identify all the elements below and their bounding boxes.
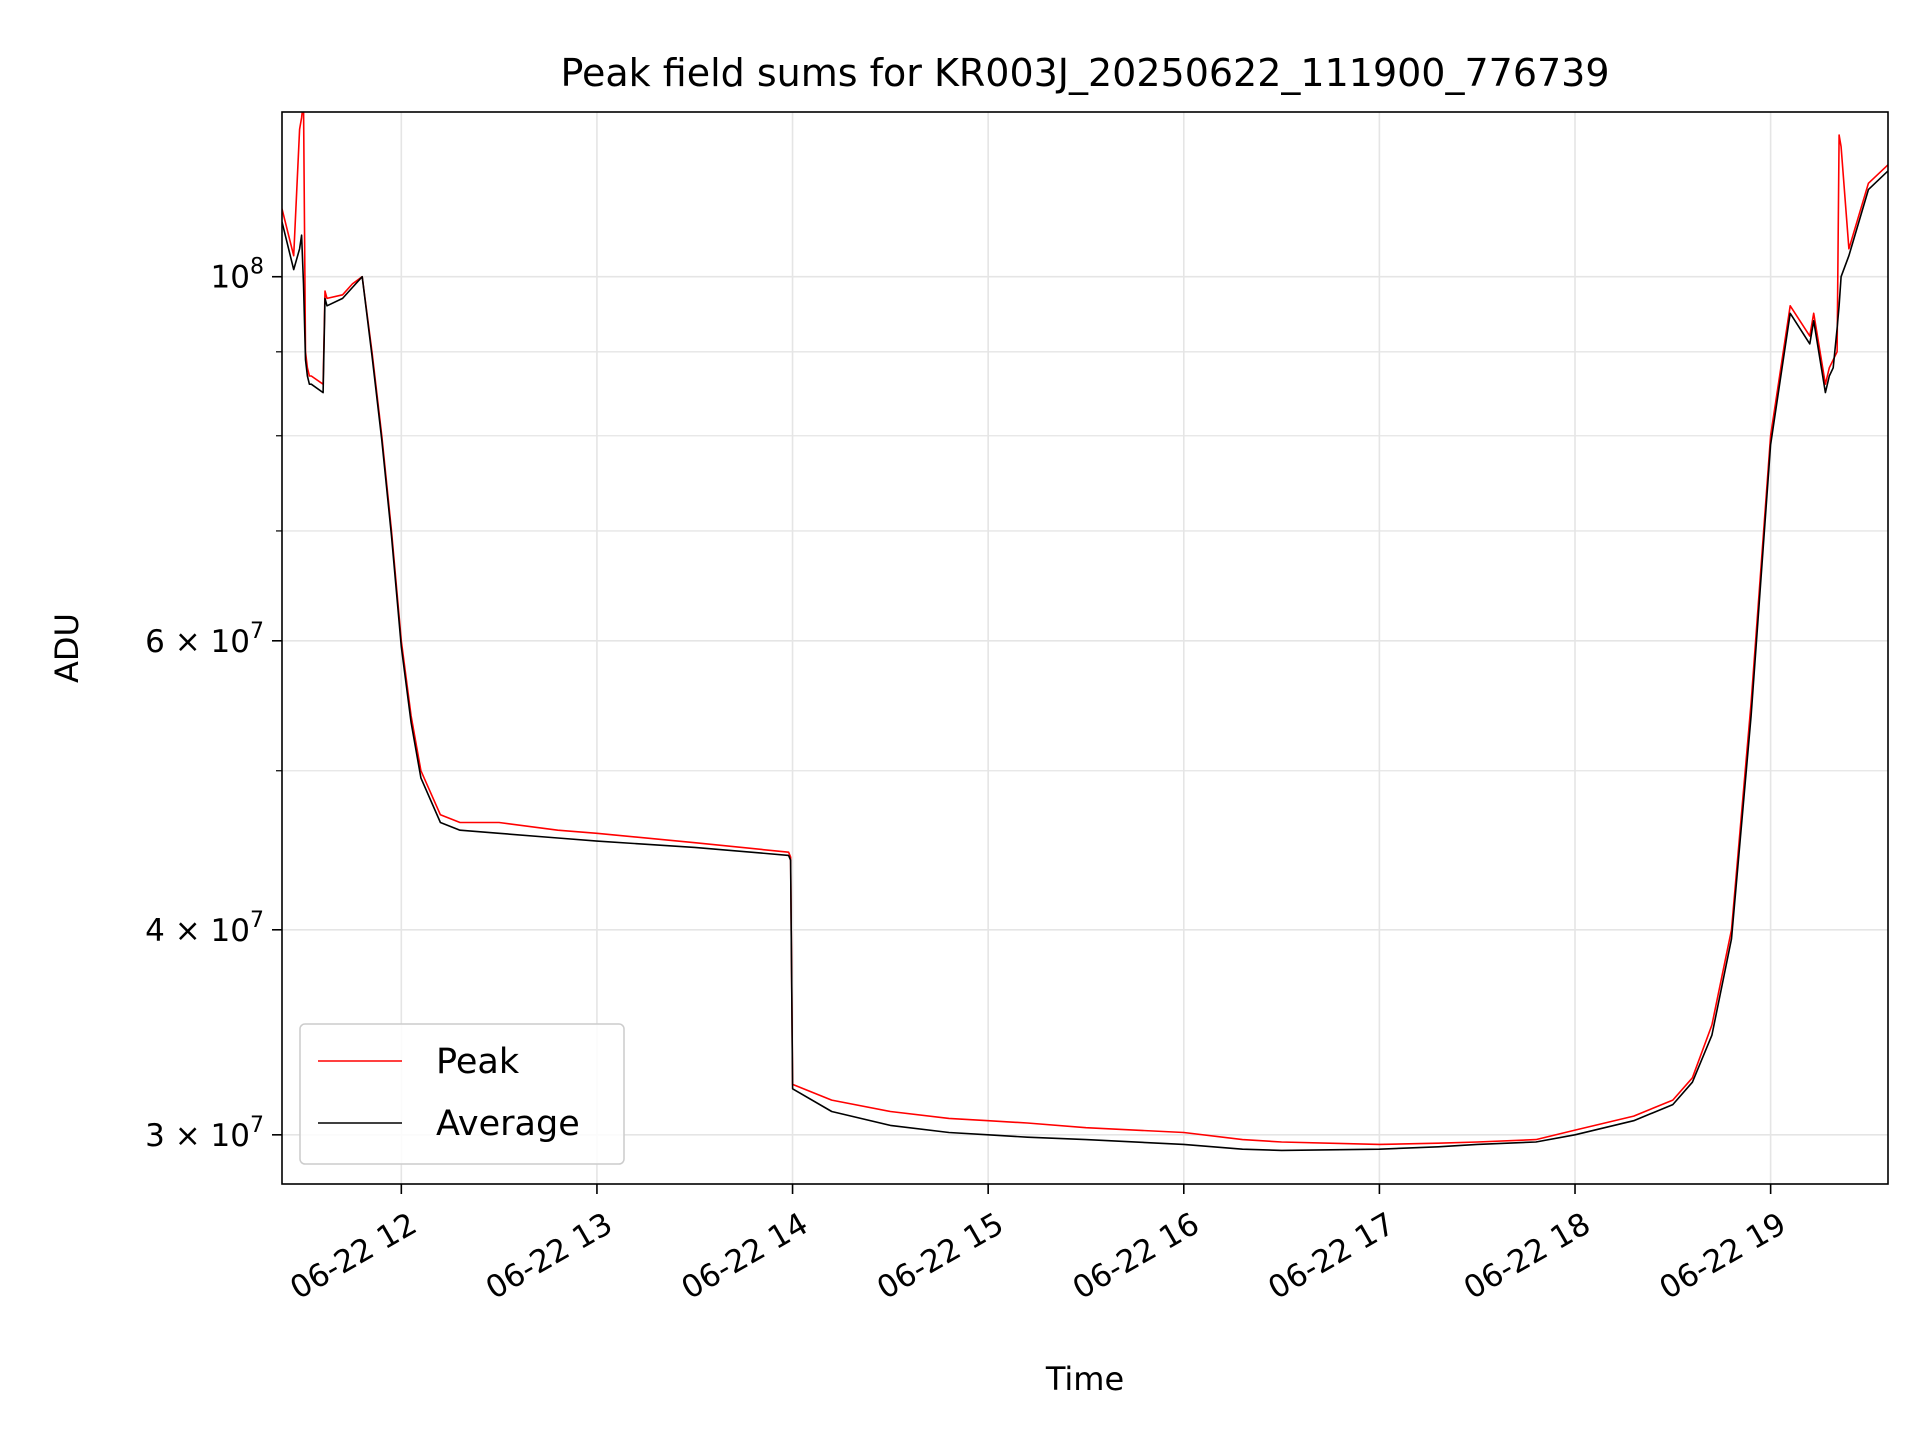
series-line-peak (282, 112, 1888, 1146)
x-tick-label: 06-22 15 (871, 1206, 1010, 1307)
grid-lines (282, 112, 1888, 1184)
y-tick-label: 3 × 107 (145, 1113, 264, 1154)
series-line-average (282, 170, 1888, 1152)
x-tick-label: 06-22 13 (480, 1206, 619, 1307)
y-tick-label: 6 × 107 (145, 619, 264, 660)
legend-label-average: Average (436, 1104, 580, 1144)
x-tick-label: 06-22 16 (1067, 1206, 1206, 1307)
legend-label-peak: Peak (436, 1042, 520, 1082)
y-axis-title: ADU (48, 613, 86, 683)
x-tick-label: 06-22 19 (1654, 1206, 1793, 1307)
y-tick-label: 4 × 107 (145, 908, 264, 949)
x-tick-label: 06-22 17 (1262, 1206, 1401, 1307)
x-tick-label: 06-22 14 (675, 1206, 814, 1307)
y-tick-label: 108 (211, 255, 264, 296)
plot-frame (281, 111, 1889, 1185)
x-axis-title: Time (1045, 1360, 1124, 1398)
legend-box (299, 1023, 625, 1165)
legend: Peak Average (299, 1023, 625, 1165)
x-tick-label: 06-22 18 (1458, 1206, 1597, 1307)
x-tick-label: 06-22 12 (284, 1206, 423, 1307)
chart-title: Peak field sums for KR003J_20250622_1119… (560, 51, 1609, 95)
series-lines (282, 112, 1888, 1152)
